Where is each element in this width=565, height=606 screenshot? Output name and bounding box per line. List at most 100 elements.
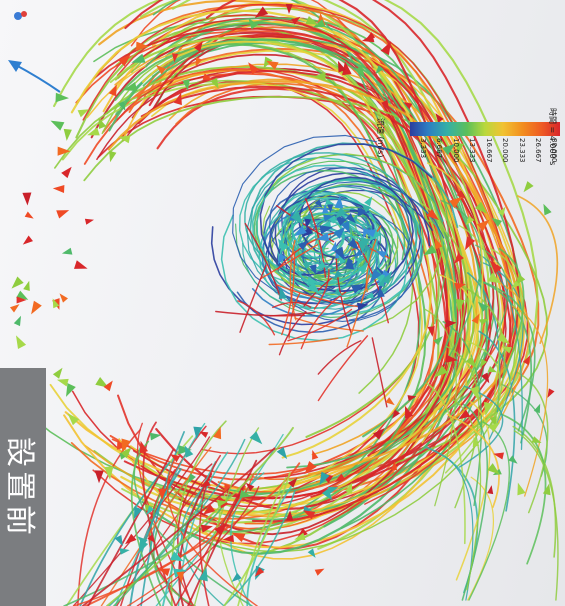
arrow-glyph [200,479,211,488]
arrow-glyph [357,207,371,217]
arrow-glyph [454,282,466,291]
arrow-glyph [465,236,476,251]
legend-tick: 26.667 [534,138,542,163]
arrow-glyph [523,181,534,193]
streamline [79,461,171,606]
arrow-glyph [338,254,346,265]
vortex-logo-icon [14,11,27,20]
arrow-glyph [307,276,320,285]
arrow-glyph [288,477,298,488]
arrow-glyph [345,257,354,267]
arrow-glyph [239,489,252,498]
streamline [170,420,227,606]
streamline [132,70,492,500]
arrow-glyph [22,192,32,206]
arrow-glyph [489,260,502,274]
arrow-glyph [109,150,117,163]
arrow-glyph [198,567,208,582]
arrow-glyph [155,65,167,75]
arrow-glyph [479,358,488,368]
arrow-glyph [531,436,542,443]
caption-text: 設置前 [2,437,37,539]
streamline [444,339,501,474]
arrow-glyph [455,298,465,313]
arrow-glyph [50,120,65,131]
streamline [512,425,557,558]
arrow-glyph [11,276,24,289]
arrow-glyph [286,510,294,521]
arrow-glyph [104,466,114,480]
streamline [425,446,479,594]
arrow-glyph [319,225,333,235]
streamline [453,399,482,591]
streamline [424,171,449,325]
streamline [371,337,388,408]
streamline [198,454,221,606]
arrow-glyph [305,16,319,25]
arrow-glyph [361,34,375,43]
arrow-glyph [245,482,255,491]
arrow-glyph [471,313,480,324]
arrow-glyph [199,431,209,438]
arrow-glyph [465,356,476,368]
arrow-glyph [77,109,89,118]
arrow-glyph [363,244,371,254]
arrow-glyph [405,405,414,419]
arrow-glyph [108,84,117,97]
arrow-glyph [357,262,369,275]
arrow-glyph [364,196,373,207]
arrow-glyph [493,452,504,460]
arrow-glyph [56,378,69,387]
streamline [124,0,520,523]
arrow-glyph [385,397,395,406]
arrow-glyph [248,18,258,30]
streamline [424,308,457,507]
arrow-glyph [149,432,162,441]
streamline [516,371,549,514]
arrow-glyph [403,102,413,110]
arrow-glyph [354,249,363,257]
arrow-glyph [98,117,107,129]
arrow-glyph [103,380,113,392]
arrow-glyph [216,500,228,508]
arrow-glyph [224,483,231,493]
arrow-glyph [193,41,203,52]
arrow-glyph [345,482,352,494]
arrow-glyph [381,99,390,111]
arrow-glyph [66,383,76,397]
streamline [517,195,559,345]
arrow-glyph [193,426,202,440]
arrow-glyph [314,568,325,576]
arrow-glyph [52,298,60,309]
streamline [175,82,458,481]
arrow-glyph [188,473,196,484]
arrow-glyph [449,196,463,209]
arrow-glyph [121,438,131,453]
arrow-glyph [10,304,20,313]
streamline [276,284,362,308]
streamline [129,468,182,606]
arrow-glyph [195,57,203,68]
streamline [259,244,319,280]
arrow-glyph [445,319,457,328]
arrow-glyph [169,454,181,463]
arrow-glyph [380,41,392,56]
arrow-glyph [497,332,510,345]
arrow-glyph [307,548,316,558]
arrow-glyph [303,506,313,513]
arrow-glyph [146,505,155,515]
streamline [294,317,364,332]
arrow-glyph [333,288,343,297]
arrow-glyph [16,296,27,304]
streamline [475,244,509,371]
arrow-glyph [254,567,265,577]
arrow-glyph [291,16,301,25]
arrow-glyph [477,219,490,232]
arrow-glyph [301,226,314,238]
streamline [114,37,440,438]
streamline [101,43,414,394]
arrow-glyph [312,19,326,28]
arrow-glyph [350,283,365,294]
arrow-glyph [138,540,149,554]
